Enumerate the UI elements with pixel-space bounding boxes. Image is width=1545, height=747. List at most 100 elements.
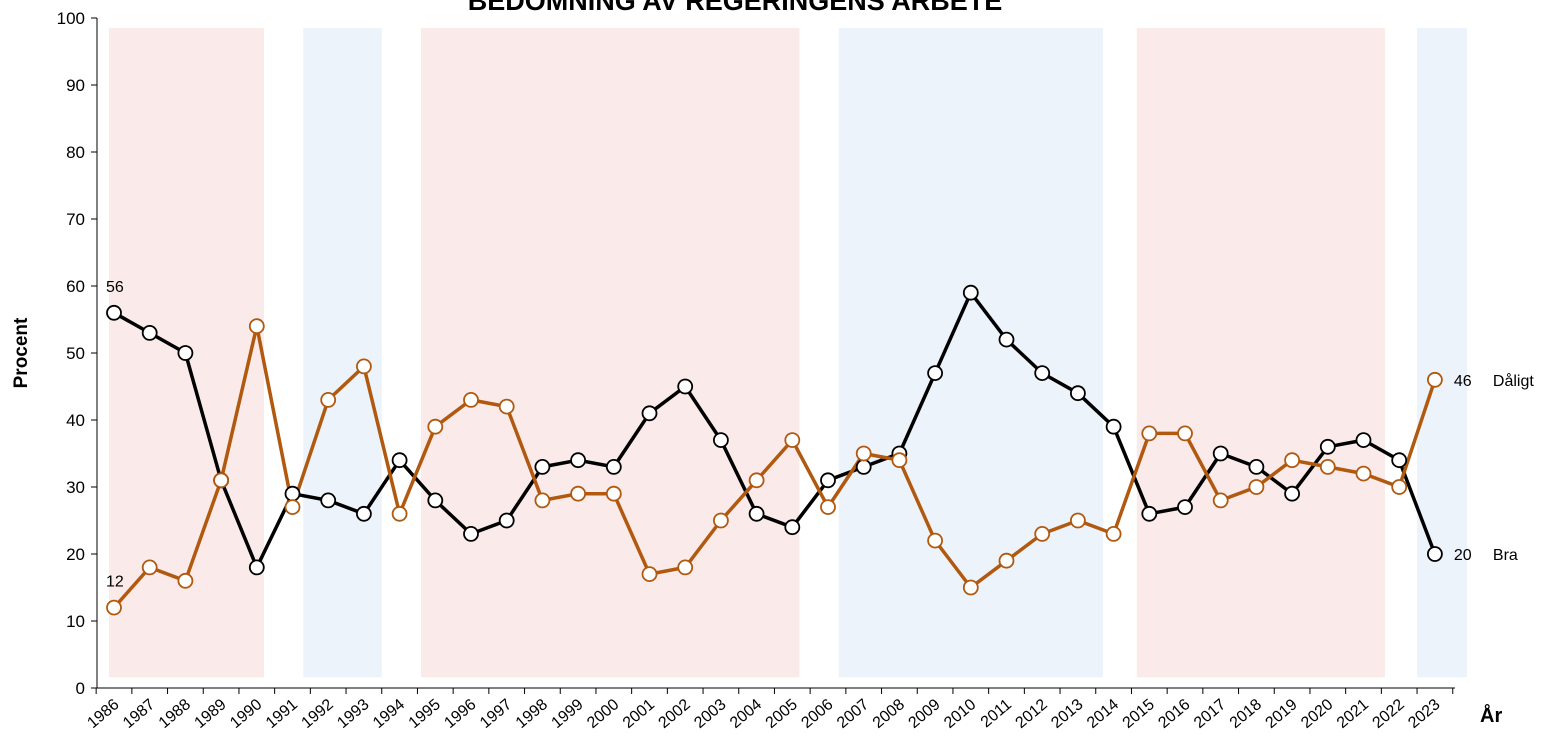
data-point: [677, 559, 694, 576]
data-point: [1319, 438, 1336, 455]
data-point: [1105, 526, 1122, 542]
x-axis-label: År: [1480, 703, 1502, 727]
data-point: [605, 485, 622, 502]
data-point: [427, 492, 444, 509]
x-tick-label: 2006: [798, 696, 836, 732]
x-tick-label: 2005: [763, 696, 801, 732]
y-tick-label: 80: [66, 143, 85, 162]
data-point: [463, 391, 479, 408]
data-point: [1141, 425, 1158, 442]
data-point: [713, 512, 729, 529]
data-point: [1391, 479, 1408, 495]
data-point: [391, 452, 408, 469]
x-tick-label: 2011: [978, 696, 1015, 731]
start-value-label: 56: [106, 279, 124, 296]
data-point: [820, 499, 836, 516]
data-point: [1355, 432, 1372, 449]
y-tick-label: 90: [66, 76, 85, 95]
y-tick-label: 40: [66, 411, 85, 430]
series-line: [112, 324, 1437, 609]
data-point: [998, 331, 1015, 348]
data-point: [677, 378, 694, 395]
shaded-period: [1136, 28, 1385, 678]
x-tick-label: 2010: [941, 696, 979, 732]
x-tick-label: 2001: [620, 696, 658, 732]
data-point: [855, 458, 872, 475]
x-tick-label: 2016: [1155, 696, 1193, 732]
data-point: [284, 499, 301, 516]
data-point: [534, 458, 551, 475]
end-value-label: 20: [1454, 547, 1472, 564]
x-tick-label: 2017: [1191, 696, 1229, 732]
x-tick-label: 2004: [727, 696, 765, 732]
x-tick-label: 2009: [905, 696, 943, 732]
data-point: [713, 432, 729, 449]
data-point: [248, 559, 265, 576]
x-tick-label: 1997: [477, 696, 515, 732]
data-point: [1284, 452, 1300, 469]
x-tick-label: 1993: [334, 696, 372, 732]
data-point: [248, 318, 265, 335]
data-point: [427, 418, 444, 435]
data-point: [1070, 512, 1086, 529]
data-point: [1248, 458, 1265, 475]
x-tick-label: 2003: [691, 696, 729, 732]
data-point: [177, 345, 194, 361]
data-point: [391, 505, 408, 522]
data-point: [1070, 385, 1086, 402]
data-point: [784, 432, 801, 449]
data-point: [534, 492, 551, 509]
x-tick-label: 1990: [227, 696, 265, 732]
data-point: [784, 519, 801, 536]
data-point: [284, 485, 301, 502]
chart-title: BEDÖMNING AV REGERINGENS ARBETE: [468, 0, 1003, 16]
data-point: [1248, 479, 1265, 495]
data-point: [891, 452, 908, 469]
y-tick-label: 50: [66, 344, 85, 363]
data-point: [106, 599, 122, 616]
shaded-period: [838, 28, 1103, 678]
shaded-period: [303, 28, 382, 678]
x-tick-label: 2022: [1370, 696, 1408, 732]
x-tick-label: 2019: [1262, 696, 1300, 732]
y-axis-label: Procent: [11, 317, 32, 388]
data-point: [1319, 458, 1336, 475]
data-point: [213, 472, 230, 489]
data-point: [1105, 418, 1122, 435]
x-tick-label: 2007: [834, 696, 872, 732]
data-point: [641, 405, 658, 422]
data-point: [1034, 526, 1051, 542]
data-point: [1212, 445, 1229, 462]
data-point: [355, 505, 372, 522]
data-point: [570, 452, 586, 469]
y-tick-label: 10: [66, 612, 85, 631]
x-tick-label: 2002: [656, 696, 694, 732]
y-tick-label: 100: [57, 9, 85, 28]
data-point: [1177, 425, 1193, 442]
y-tick-label: 60: [66, 277, 85, 296]
x-tick-label: 2015: [1120, 696, 1158, 732]
x-tick-label: 1988: [156, 696, 194, 732]
data-point: [1427, 546, 1443, 562]
x-tick-label: 1987: [120, 696, 158, 732]
data-point: [605, 458, 622, 475]
data-point: [1141, 505, 1158, 522]
x-tick-label: 2008: [870, 696, 908, 732]
data-point: [1391, 452, 1408, 469]
data-point: [1355, 465, 1372, 482]
data-point: [320, 492, 337, 509]
x-tick-label: 2013: [1048, 696, 1086, 732]
x-tick-label: 2023: [1405, 696, 1443, 732]
data-point: [1284, 485, 1300, 502]
data-point: [641, 566, 658, 582]
data-point: [998, 552, 1015, 569]
data-point: [177, 572, 194, 589]
x-tick-label: 2012: [1013, 696, 1051, 732]
data-point: [141, 324, 158, 341]
start-value-label: 12: [106, 574, 124, 591]
data-point: [570, 485, 586, 502]
data-point: [962, 284, 979, 301]
y-tick-label: 30: [66, 478, 85, 497]
data-point: [1427, 371, 1443, 388]
